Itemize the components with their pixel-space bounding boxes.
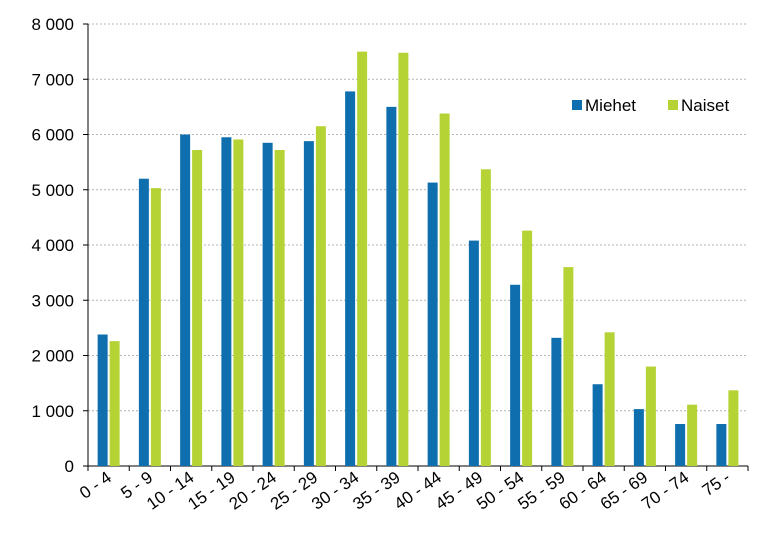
y-tick-label: 3 000 (31, 291, 74, 310)
y-tick-label: 6 000 (31, 126, 74, 145)
y-tick-label: 1 000 (31, 402, 74, 421)
bar-miehet (304, 141, 314, 466)
bar-naiset (522, 231, 532, 466)
legend-label-miehet: Miehet (585, 96, 636, 115)
bars (98, 52, 739, 466)
bar-miehet (139, 179, 149, 466)
y-tick-label: 8 000 (31, 15, 74, 34)
y-tick-label: 2 000 (31, 347, 74, 366)
bar-miehet (675, 424, 685, 466)
bar-naiset (316, 126, 326, 466)
bar-miehet (263, 143, 273, 466)
bar-naiset (233, 139, 243, 466)
bar-miehet (98, 335, 108, 466)
bar-naiset (563, 267, 573, 466)
bar-miehet (345, 91, 355, 466)
legend-swatch-naiset (668, 100, 678, 110)
bar-miehet (510, 285, 520, 466)
bar-miehet (634, 409, 644, 466)
x-tick-label: 0 - 4 (76, 468, 115, 503)
y-tick-label: 0 (65, 457, 74, 476)
x-tick-label: 75 - (699, 468, 734, 500)
bar-miehet (386, 107, 396, 466)
y-tick-labels: 0 1 000 2 000 3 000 4 000 5 000 6 000 7 000 8 00… (31, 15, 74, 476)
x-tick-label: 70 - 74 (638, 468, 692, 514)
legend-label-naiset: Naiset (681, 96, 729, 115)
bar-naiset (398, 53, 408, 466)
bar-miehet (593, 384, 603, 466)
bar-naiset (481, 169, 491, 466)
bar-naiset (646, 367, 656, 466)
bar-naiset (357, 52, 367, 466)
bar-miehet (551, 338, 561, 466)
y-tick-label: 5 000 (31, 181, 74, 200)
bar-naiset (687, 405, 697, 466)
bar-miehet (221, 137, 231, 466)
bar-naiset (605, 332, 615, 466)
bar-naiset (275, 150, 285, 466)
y-tick-label: 4 000 (31, 236, 74, 255)
bar-naiset (110, 341, 120, 466)
bar-miehet (716, 424, 726, 466)
y-tick-label: 7 000 (31, 70, 74, 89)
bar-naiset (728, 390, 738, 466)
bar-naiset (192, 150, 202, 466)
bar-naiset (151, 188, 161, 466)
legend-swatch-miehet (572, 100, 582, 110)
bar-miehet (428, 183, 438, 466)
bar-naiset (440, 114, 450, 466)
legend: Miehet Naiset (572, 96, 729, 115)
bar-miehet (180, 135, 190, 467)
bar-miehet (469, 241, 479, 466)
